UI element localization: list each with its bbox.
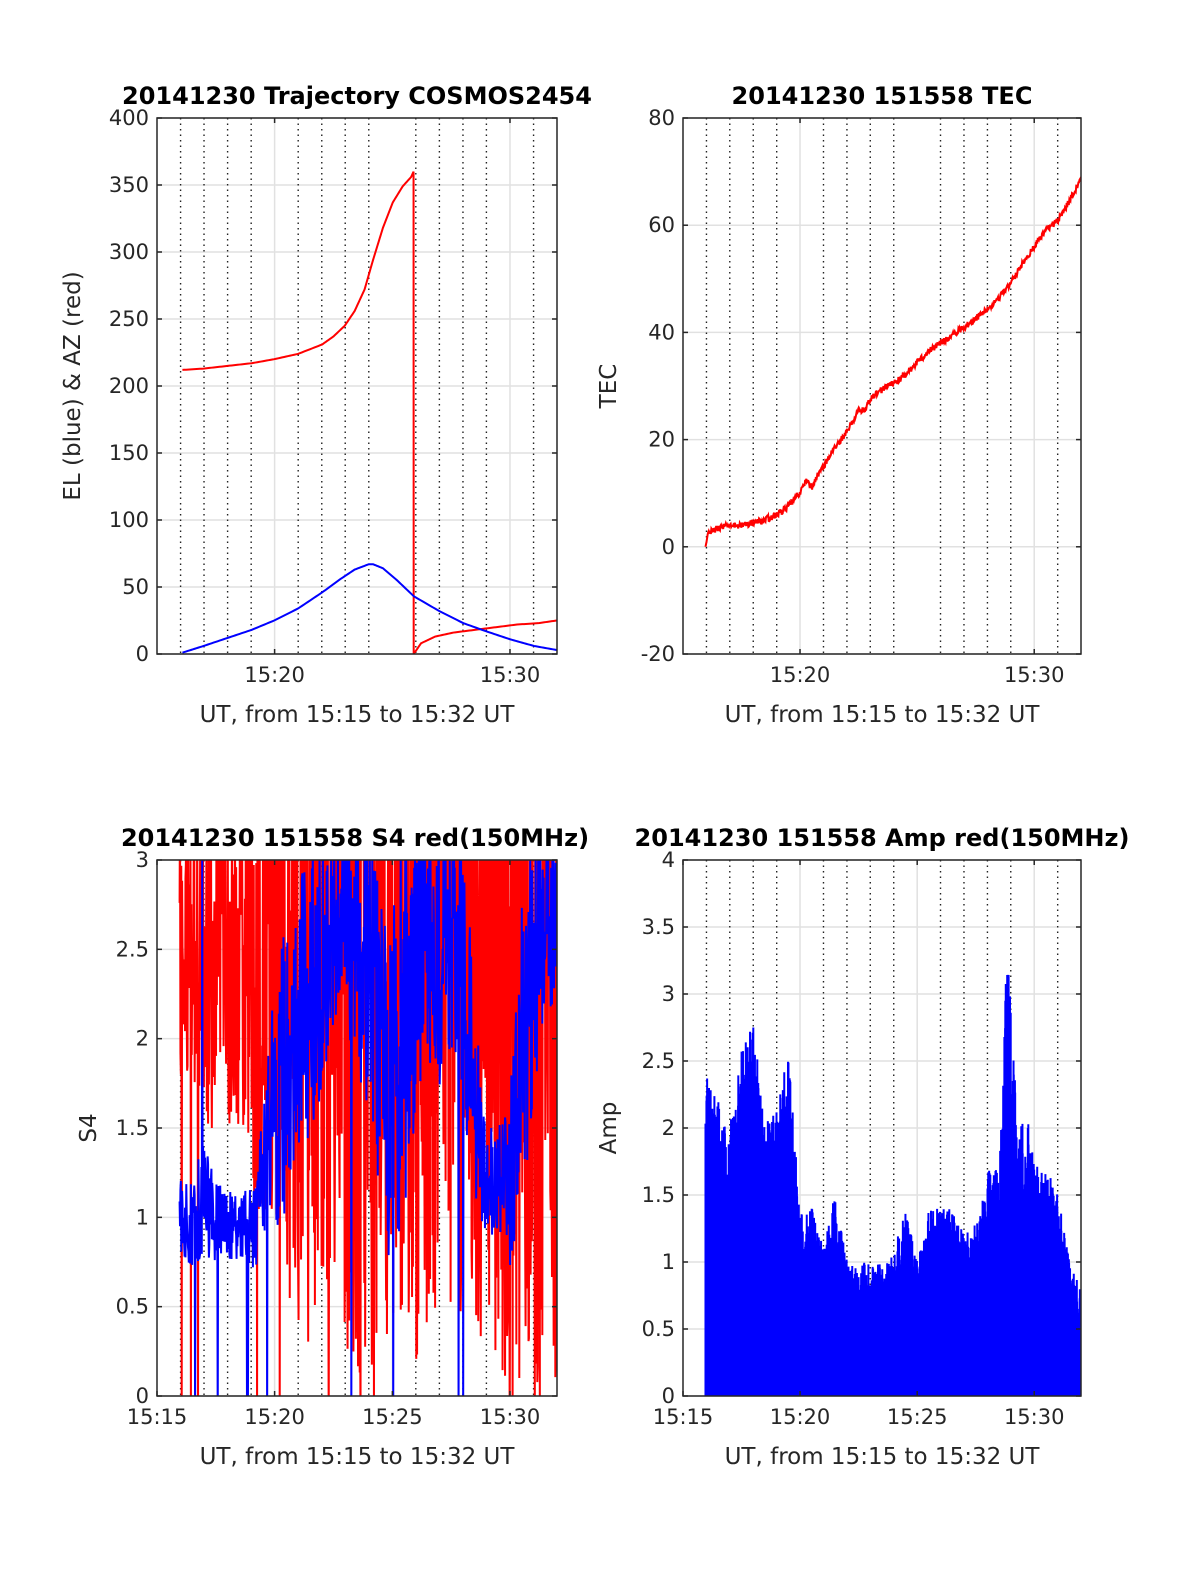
series-group <box>178 860 557 1396</box>
y-tick-label: 40 <box>648 320 675 344</box>
x-tick-label: 15:30 <box>1004 663 1065 687</box>
x-axis-label: UT, from 15:15 to 15:32 UT <box>200 702 516 728</box>
y-tick-label: 3 <box>136 848 149 872</box>
y-tick-label: 0 <box>136 1384 149 1408</box>
series-group <box>182 171 557 654</box>
y-tick-label: 4 <box>662 848 675 872</box>
y-tick-label: 20 <box>648 428 675 452</box>
y-tick-label: 250 <box>109 307 149 331</box>
y-axis-label: TEC <box>596 364 622 410</box>
series-line <box>182 171 557 654</box>
y-tick-label: 0.5 <box>116 1295 149 1319</box>
x-axis-label: UT, from 15:15 to 15:32 UT <box>725 1444 1041 1470</box>
x-tick-label: 15:25 <box>887 1405 948 1429</box>
y-tick-label: 350 <box>109 173 149 197</box>
tec-panel: 20141230 151558 TEC UT, from 15:15 to 15… <box>596 82 1082 728</box>
series-line <box>704 176 1081 548</box>
y-tick-label: 80 <box>648 106 675 130</box>
y-tick-label: 1 <box>662 1250 675 1274</box>
panel-title: 20141230 151558 TEC <box>732 82 1033 110</box>
panel-title: 20141230 151558 S4 red(150MHz) <box>121 824 589 852</box>
series-line <box>704 974 1081 1396</box>
x-tick-label: 15:15 <box>127 1405 188 1429</box>
y-tick-label: 2.5 <box>116 937 149 961</box>
x-tick-label: 15:30 <box>1004 1405 1065 1429</box>
series-group <box>704 974 1081 1396</box>
y-tick-label: 3 <box>662 982 675 1006</box>
x-tick-label: 15:30 <box>480 1405 541 1429</box>
y-tick-label: 1 <box>136 1205 149 1229</box>
panel-title: 20141230 151558 Amp red(150MHz) <box>635 824 1130 852</box>
axes-box <box>682 117 1082 655</box>
series-line <box>178 860 557 1396</box>
y-tick-label: 1.5 <box>642 1183 675 1207</box>
panel-title: 20141230 Trajectory COSMOS2454 <box>122 82 592 110</box>
x-tick-label: 15:20 <box>244 663 305 687</box>
y-tick-label: 2 <box>136 1027 149 1051</box>
x-tick-label: 15:20 <box>770 1405 831 1429</box>
x-tick-label: 15:20 <box>770 663 831 687</box>
y-tick-label: 2.5 <box>642 1049 675 1073</box>
x-axis-label: UT, from 15:15 to 15:32 UT <box>200 1444 516 1470</box>
y-tick-label: 50 <box>122 575 149 599</box>
y-tick-label: 200 <box>109 374 149 398</box>
y-tick-label: 3.5 <box>642 915 675 939</box>
x-tick-label: 15:30 <box>480 663 541 687</box>
y-tick-label: 1.5 <box>116 1116 149 1140</box>
y-tick-label: 150 <box>109 441 149 465</box>
y-tick-label: 2 <box>662 1116 675 1140</box>
series-group <box>704 176 1081 548</box>
x-axis-label: UT, from 15:15 to 15:32 UT <box>725 702 1041 728</box>
y-tick-label: 0 <box>662 535 675 559</box>
y-tick-label: 0 <box>662 1384 675 1408</box>
y-axis-label: S4 <box>76 1113 102 1142</box>
y-tick-label: -20 <box>641 642 675 666</box>
x-tick-label: 15:15 <box>653 1405 714 1429</box>
trajectory-panel: 20141230 Trajectory COSMOS2454 UT, from … <box>60 82 592 728</box>
y-tick-label: 400 <box>109 106 149 130</box>
x-tick-label: 15:20 <box>244 1405 305 1429</box>
y-tick-label: 0.5 <box>642 1317 675 1341</box>
series-line <box>182 563 557 654</box>
y-axis-label: Amp <box>596 1102 622 1155</box>
y-tick-label: 300 <box>109 240 149 264</box>
x-tick-label: 15:25 <box>362 1405 423 1429</box>
series-line <box>178 860 557 1396</box>
s4-panel: 20141230 151558 S4 red(150MHz) UT, from … <box>76 824 589 1470</box>
y-tick-label: 60 <box>648 213 675 237</box>
y-axis-label: EL (blue) & AZ (red) <box>60 271 86 500</box>
y-tick-label: 0 <box>136 642 149 666</box>
y-tick-label: 100 <box>109 508 149 532</box>
amp-panel: 20141230 151558 Amp red(150MHz) UT, from… <box>596 824 1129 1470</box>
